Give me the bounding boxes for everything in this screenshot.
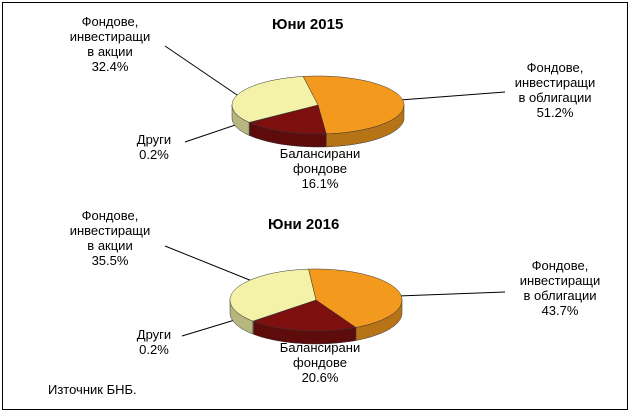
value-label: 16.1% [301, 176, 339, 191]
value-label: 0.2% [139, 147, 169, 162]
pie-slice [302, 75, 405, 135]
slice-label: Други 0.2% [112, 132, 196, 162]
chart-title: Юни 2015 [272, 16, 344, 33]
category-label: Балансирани фондове [279, 146, 361, 176]
chart-title: Юни 2016 [268, 216, 340, 233]
pie-slice [252, 299, 357, 332]
category-label: Фондове, инвестиращи в акции [69, 208, 151, 253]
source-note: Източник БНБ. [48, 382, 137, 397]
value-label: 0.2% [139, 342, 169, 357]
pie-slice [308, 268, 403, 328]
category-label: Други [136, 132, 172, 147]
slice-label: Фондове, инвестиращи в облигации 51.2% [513, 60, 597, 120]
category-label: Фондове, инвестиращи в облигации [519, 258, 601, 303]
pie-tops [231, 75, 405, 135]
leader-line [164, 245, 263, 286]
value-label: 20.6% [301, 370, 339, 385]
pie-slice [249, 104, 327, 135]
value-label: 32.4% [91, 59, 129, 74]
value-label: 51.2% [536, 105, 574, 120]
slice-label: Балансирани фондове 16.1% [278, 146, 362, 191]
category-label: Фондове, инвестиращи в акции [69, 14, 151, 59]
pie-slice [231, 76, 319, 123]
leader-line [397, 291, 506, 297]
slice-label: Фондове, инвестиращи в акции 32.4% [68, 14, 152, 74]
slice-label: Фондове, инвестиращи в акции 35.5% [68, 208, 152, 268]
slice-label: Други 0.2% [112, 327, 196, 357]
value-label: 43.7% [541, 303, 579, 318]
slice-label: Балансирани фондове 20.6% [278, 340, 362, 385]
category-label: Балансирани фондове [279, 340, 361, 370]
pie-slice [229, 268, 317, 322]
leader-line [164, 45, 241, 98]
category-label: Други [136, 327, 172, 342]
value-label: 35.5% [91, 253, 129, 268]
leader-line [399, 91, 506, 101]
slice-label: Фондове, инвестиращи в облигации 43.7% [518, 258, 602, 318]
pie-tops [229, 268, 403, 332]
category-label: Фондове, инвестиращи в облигации [514, 60, 596, 105]
